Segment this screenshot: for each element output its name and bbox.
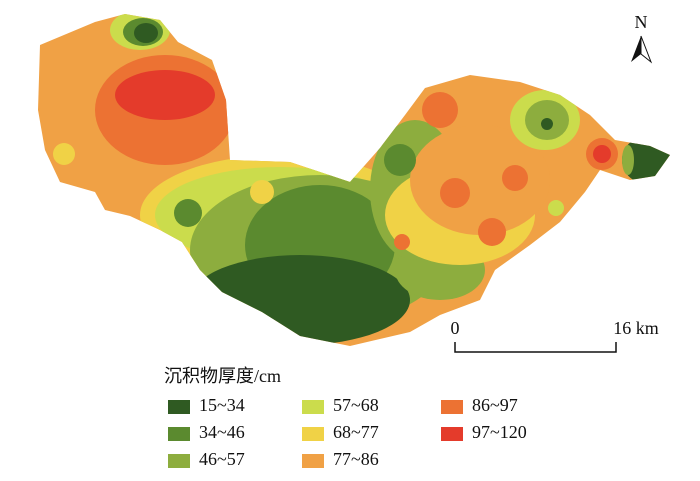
legend-label: 57~68: [333, 395, 379, 415]
legend-title: 沉积物厚度/cm: [164, 366, 281, 386]
legend-label: 68~77: [333, 422, 379, 442]
zone: [548, 200, 564, 216]
zone: [190, 255, 410, 345]
zone: [541, 118, 553, 130]
legend-label: 97~120: [472, 422, 527, 442]
zone: [478, 218, 506, 246]
legend-label: 86~97: [472, 395, 518, 415]
legend-swatch: [302, 400, 324, 414]
legend-label: 46~57: [199, 449, 245, 469]
north-arrow: [640, 35, 653, 64]
zone: [53, 143, 75, 165]
north-arrow: [631, 36, 641, 62]
thickness-surface: [38, 14, 670, 346]
zone: [410, 125, 550, 235]
legend-label: 77~86: [333, 449, 379, 469]
legend-swatch: [441, 427, 463, 441]
zone: [440, 178, 470, 208]
legend-swatch: [168, 454, 190, 468]
scale-bar: [454, 342, 617, 353]
zone: [593, 145, 611, 163]
legend-label: 34~46: [199, 422, 245, 442]
legend: 15~34 34~46 46~57 57~68 68~77 77~86 86~97 97~12…: [168, 395, 527, 469]
zone: [394, 234, 410, 250]
legend-label: 15~34: [199, 395, 245, 415]
zone: [502, 165, 528, 191]
legend-swatch: [441, 400, 463, 414]
zone: [115, 70, 215, 120]
zone: [622, 145, 634, 175]
zone: [250, 180, 274, 204]
zone: [174, 199, 202, 227]
legend-swatch: [168, 400, 190, 414]
legend-swatch: [168, 427, 190, 441]
north-label: N: [635, 12, 648, 32]
zone: [384, 144, 416, 176]
scale-start: 0: [451, 318, 460, 338]
zone: [422, 92, 458, 128]
legend-swatch: [302, 427, 324, 441]
scale-end: 16 km: [613, 318, 659, 338]
zone: [134, 23, 158, 43]
legend-swatch: [302, 454, 324, 468]
